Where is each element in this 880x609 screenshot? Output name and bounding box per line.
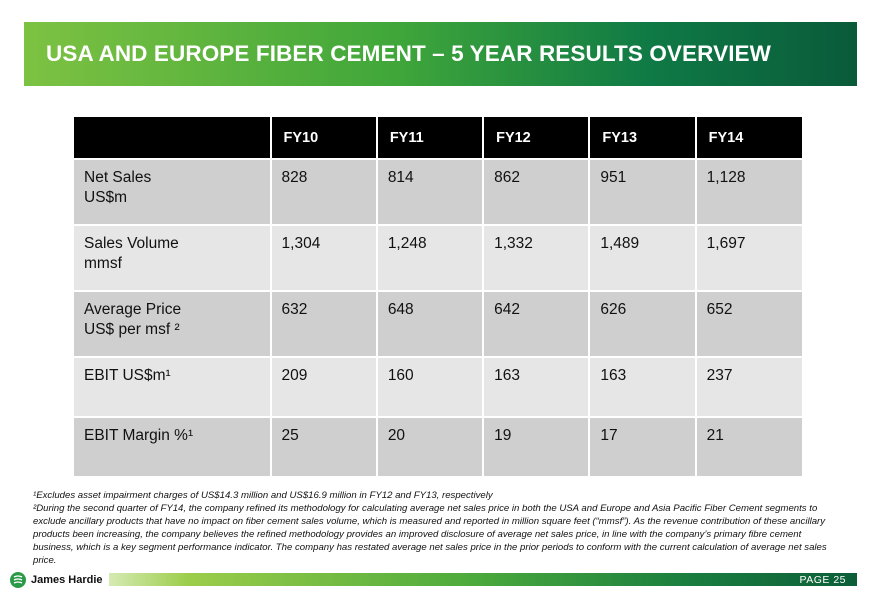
footnote-1: ¹Excludes asset impairment charges of US… bbox=[33, 490, 493, 501]
table-row-ebit-margin: EBIT Margin %¹ 25 20 19 17 21 bbox=[74, 416, 802, 476]
table-cell: 1,332 bbox=[482, 224, 590, 291]
table-cell: 652 bbox=[694, 290, 802, 357]
table-cell: 1,697 bbox=[694, 224, 802, 291]
table-cell: 814 bbox=[375, 158, 484, 225]
table-cell: 1,248 bbox=[375, 224, 484, 291]
table-cell: 951 bbox=[588, 158, 696, 225]
logo-text: James Hardie bbox=[31, 574, 103, 586]
header-cell-fy12: FY12 bbox=[482, 117, 590, 159]
table-cell: 25 bbox=[269, 416, 377, 476]
row-label: Average Price US$ per msf ² bbox=[74, 290, 271, 357]
table-cell: 160 bbox=[375, 356, 484, 417]
table-cell: 19 bbox=[482, 416, 590, 476]
table-cell: 1,304 bbox=[269, 224, 377, 291]
row-label-line2: US$ per msf ² bbox=[84, 321, 180, 338]
row-label: EBIT Margin %¹ bbox=[74, 416, 271, 476]
row-label-line1: Average Price bbox=[84, 301, 182, 318]
table-cell: 237 bbox=[694, 356, 802, 417]
table-row-net-sales: Net Sales US$m 828 814 862 951 1,128 bbox=[74, 158, 802, 225]
table-cell: 1,489 bbox=[588, 224, 696, 291]
row-label: Sales Volume mmsf bbox=[74, 224, 271, 291]
row-label-line1: Net Sales bbox=[84, 169, 152, 186]
table-row-average-price: Average Price US$ per msf ² 632 648 642 … bbox=[74, 290, 802, 357]
page-number: PAGE 25 bbox=[799, 574, 846, 586]
row-label: Net Sales US$m bbox=[74, 158, 271, 225]
table-cell: 209 bbox=[269, 356, 377, 417]
header-cell-fy11: FY11 bbox=[375, 117, 484, 159]
slide-title: USA AND EUROPE FIBER CEMENT – 5 YEAR RES… bbox=[46, 41, 771, 66]
row-label-line1: EBIT Margin %¹ bbox=[84, 427, 194, 444]
title-bar: USA AND EUROPE FIBER CEMENT – 5 YEAR RES… bbox=[24, 22, 857, 86]
header-cell-empty bbox=[74, 117, 271, 159]
table-cell: 20 bbox=[375, 416, 484, 476]
company-logo: James Hardie bbox=[10, 570, 109, 590]
header-cell-fy10: FY10 bbox=[269, 117, 377, 159]
row-label: EBIT US$m¹ bbox=[74, 356, 271, 417]
row-label-line2: US$m bbox=[84, 189, 128, 206]
table-cell: 17 bbox=[588, 416, 696, 476]
table-header-row: FY10 FY11 FY12 FY13 FY14 bbox=[74, 117, 802, 159]
table-cell: 626 bbox=[588, 290, 696, 357]
table-cell: 828 bbox=[269, 158, 377, 225]
table-cell: 632 bbox=[269, 290, 377, 357]
row-label-line1: EBIT US$m¹ bbox=[84, 367, 171, 384]
footnote-2: ²During the second quarter of FY14, the … bbox=[33, 503, 827, 566]
table-cell: 1,128 bbox=[694, 158, 802, 225]
table-row-sales-volume: Sales Volume mmsf 1,304 1,248 1,332 1,48… bbox=[74, 224, 802, 291]
table-cell: 163 bbox=[482, 356, 590, 417]
row-label-line2: mmsf bbox=[84, 255, 122, 272]
table-cell: 21 bbox=[694, 416, 802, 476]
header-cell-fy13: FY13 bbox=[588, 117, 696, 159]
results-table: FY10 FY11 FY12 FY13 FY14 Net Sales US$m … bbox=[74, 117, 802, 476]
table-row-ebit: EBIT US$m¹ 209 160 163 163 237 bbox=[74, 356, 802, 417]
row-label-line1: Sales Volume bbox=[84, 235, 179, 252]
table-cell: 862 bbox=[482, 158, 590, 225]
header-cell-fy14: FY14 bbox=[694, 117, 802, 159]
footer-bar bbox=[0, 573, 857, 586]
table-cell: 163 bbox=[588, 356, 696, 417]
james-hardie-logo-icon bbox=[10, 572, 26, 588]
table-cell: 642 bbox=[482, 290, 590, 357]
table-cell: 648 bbox=[375, 290, 484, 357]
footnotes: ¹Excludes asset impairment charges of US… bbox=[33, 489, 843, 567]
